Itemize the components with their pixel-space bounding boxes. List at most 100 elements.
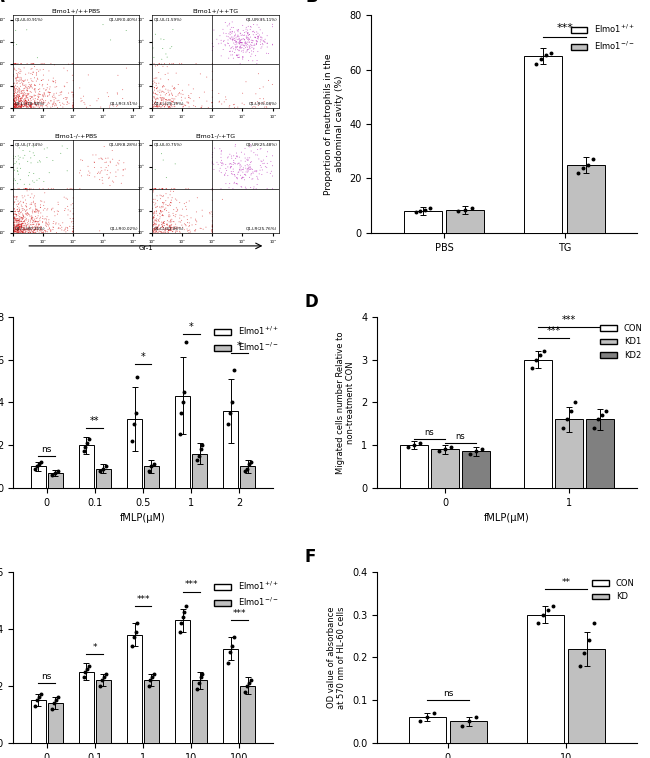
Point	[23, 218, 34, 230]
Point	[207, 224, 217, 236]
Point	[68, 226, 78, 238]
Point	[32, 156, 43, 168]
Point	[150, 223, 160, 235]
Point	[16, 199, 27, 211]
Point	[84, 659, 94, 672]
Point	[60, 226, 71, 238]
Point	[42, 218, 52, 230]
Point	[208, 40, 218, 52]
Point	[245, 20, 255, 33]
Point	[51, 80, 62, 92]
Point	[240, 685, 250, 697]
Point	[164, 58, 175, 70]
Point	[17, 201, 27, 213]
Point	[242, 41, 253, 53]
Point	[152, 100, 162, 112]
Point	[541, 49, 551, 61]
Point	[37, 93, 47, 105]
Point	[150, 183, 161, 195]
Point	[165, 189, 176, 201]
Point	[68, 86, 79, 99]
Point	[258, 35, 268, 47]
Point	[25, 146, 35, 158]
Point	[23, 155, 33, 168]
Point	[176, 407, 187, 419]
Point	[243, 165, 254, 177]
Point	[154, 207, 164, 219]
Point	[150, 224, 161, 236]
Point	[18, 226, 28, 238]
Point	[262, 183, 272, 195]
Point	[149, 207, 159, 219]
Point	[34, 205, 44, 217]
Point	[207, 225, 218, 237]
Point	[159, 95, 169, 107]
Point	[10, 58, 21, 70]
Point	[18, 89, 28, 102]
Point	[149, 211, 159, 224]
Point	[32, 221, 42, 233]
Point	[9, 58, 20, 70]
Point	[242, 152, 253, 164]
Point	[11, 74, 21, 86]
Point	[170, 93, 180, 105]
Point	[167, 192, 177, 204]
Point	[242, 33, 252, 45]
Point	[233, 43, 243, 55]
Legend: CON, KD1, KD2: CON, KD1, KD2	[597, 321, 646, 363]
Point	[46, 95, 56, 107]
Point	[25, 101, 36, 113]
Point	[18, 88, 29, 100]
Point	[75, 167, 85, 179]
Point	[27, 75, 37, 87]
Point	[10, 64, 20, 76]
Point	[8, 225, 18, 237]
Point	[36, 74, 47, 86]
Point	[16, 101, 26, 113]
Point	[237, 172, 247, 184]
Point	[32, 204, 43, 216]
Point	[161, 199, 171, 211]
Point	[224, 45, 235, 58]
Point	[27, 91, 37, 103]
Point	[13, 219, 23, 231]
Point	[129, 631, 139, 644]
Point	[229, 34, 240, 46]
Point	[243, 30, 254, 42]
Point	[25, 99, 35, 111]
Point	[23, 224, 33, 236]
Point	[10, 80, 21, 92]
Point	[16, 100, 27, 112]
Text: *: *	[92, 644, 97, 652]
Point	[27, 58, 38, 70]
Point	[223, 30, 233, 42]
Point	[18, 226, 29, 238]
Point	[12, 90, 22, 102]
Point	[68, 215, 79, 227]
Point	[16, 211, 26, 224]
Point	[14, 221, 24, 233]
Point	[260, 33, 270, 45]
Point	[165, 221, 176, 233]
Point	[166, 194, 177, 206]
Point	[29, 102, 39, 114]
Bar	[79, 672, 94, 743]
Point	[162, 51, 172, 63]
Point	[152, 221, 162, 233]
Point	[43, 183, 53, 195]
Point	[10, 212, 20, 224]
Point	[20, 94, 30, 106]
Point	[160, 223, 170, 235]
Point	[207, 149, 218, 161]
Point	[180, 99, 190, 111]
Point	[236, 39, 246, 51]
Point	[116, 177, 127, 190]
Point	[36, 74, 47, 86]
Point	[15, 218, 25, 230]
Point	[26, 212, 36, 224]
Point	[237, 173, 247, 185]
Point	[30, 96, 40, 108]
Point	[20, 98, 31, 110]
Point	[49, 215, 59, 227]
Point	[9, 81, 20, 93]
